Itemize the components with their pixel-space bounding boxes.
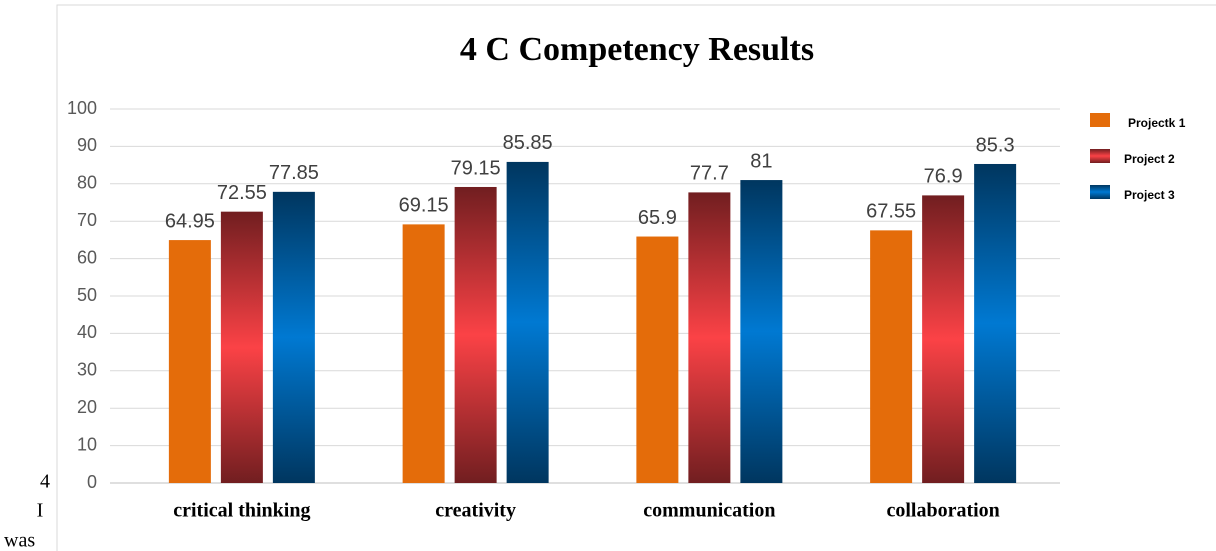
document-text: was <box>4 530 35 551</box>
bar <box>870 230 913 483</box>
x-tick-label: communication <box>643 500 775 522</box>
value-label: 85.85 <box>503 132 553 154</box>
bar <box>168 240 211 483</box>
value-label: 69.15 <box>399 195 449 217</box>
value-label: 77.7 <box>690 163 729 185</box>
value-label: 64.95 <box>165 210 215 232</box>
legend-label: Project 3 <box>1124 188 1175 202</box>
y-tick-label: 80 <box>77 173 97 193</box>
y-tick-label: 40 <box>77 322 97 342</box>
y-tick-label: 0 <box>87 472 97 492</box>
y-tick-label: 90 <box>77 135 97 155</box>
bar <box>974 163 1017 483</box>
value-label: 77.85 <box>269 162 319 184</box>
y-tick-label: 70 <box>77 210 97 230</box>
document-text: 4 <box>40 471 50 493</box>
x-tick-label: collaboration <box>886 500 999 522</box>
document-text: I <box>37 500 44 522</box>
chart-title: 4 C Competency Results <box>460 31 814 68</box>
legend-label: Projectk 1 <box>1128 116 1186 130</box>
y-tick-label: 50 <box>77 285 97 305</box>
legend-swatch <box>1090 113 1110 127</box>
value-label: 65.9 <box>638 207 677 229</box>
value-label: 79.15 <box>451 157 501 179</box>
y-tick-label: 20 <box>77 397 97 417</box>
y-tick-label: 60 <box>77 247 97 267</box>
value-label: 76.9 <box>924 166 963 188</box>
bar <box>740 180 783 483</box>
y-tick-label: 100 <box>67 98 97 118</box>
bar <box>922 195 965 484</box>
bar <box>272 191 315 483</box>
legend-swatch <box>1090 149 1110 163</box>
value-label: 85.3 <box>976 134 1015 156</box>
y-tick-label: 30 <box>77 360 97 380</box>
bar <box>506 161 549 483</box>
bar <box>220 211 263 483</box>
value-label: 67.55 <box>866 201 916 223</box>
bar <box>454 186 497 483</box>
bar <box>636 236 679 483</box>
value-label: 72.55 <box>217 182 267 204</box>
x-tick-label: creativity <box>435 500 516 522</box>
bar <box>402 224 445 483</box>
legend-swatch <box>1090 185 1110 199</box>
x-tick-label: critical thinking <box>173 500 310 522</box>
bar <box>688 192 731 484</box>
value-label: 81 <box>750 150 772 172</box>
y-tick-label: 10 <box>77 434 97 454</box>
legend-label: Project 2 <box>1124 152 1175 166</box>
